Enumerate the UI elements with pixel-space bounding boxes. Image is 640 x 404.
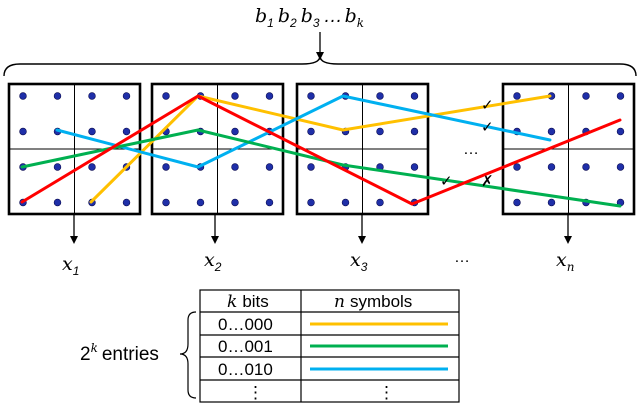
constellation-point [162, 92, 170, 100]
constellation-point [162, 198, 170, 207]
constellation-box [150, 82, 285, 216]
codebook-table: k bits n symbols 0…000 0…001 0…010 ⋮ ⋮ [199, 289, 460, 403]
constellation-point [196, 198, 205, 207]
check-icon: ✓ [440, 172, 453, 190]
constellation-point [19, 127, 27, 136]
output-labels: x1 x2 x3 … xn [62, 249, 574, 278]
constellation-point [265, 92, 274, 100]
constellation-point [376, 92, 384, 100]
constellation-point [307, 198, 315, 207]
constellation-box [501, 82, 636, 216]
constellation-point [53, 198, 62, 207]
constellation-point [231, 92, 239, 100]
constellation-point [88, 127, 96, 136]
codeword-paths [20, 94, 622, 208]
bits-label: b1 b2 b3… bk [255, 5, 364, 30]
table-row-label: 0…000 [218, 315, 273, 334]
table-row-label: 0…001 [218, 337, 273, 356]
codeword-path [89, 94, 552, 204]
constellation-point [376, 127, 384, 136]
grid-ellipsis: … [463, 141, 479, 158]
output-x3: x3 [350, 249, 368, 274]
constellation-point [122, 92, 131, 100]
codeword-path [20, 94, 622, 206]
constellation-point [616, 163, 625, 171]
table-row-label: ⋮ [247, 383, 264, 402]
constellation-point [547, 163, 556, 171]
constellation-point [547, 127, 556, 136]
constellation-point [410, 163, 419, 171]
constellation-point [265, 198, 274, 207]
check-icon: ✓ [481, 96, 494, 114]
constellation-point [582, 163, 590, 171]
constellation-point [307, 163, 315, 171]
check-icon: ✓ [481, 118, 494, 136]
constellation-point [547, 198, 556, 207]
constellation-point [616, 92, 625, 100]
constellation-point [307, 127, 315, 136]
table-header-bits: k bits [227, 292, 269, 312]
table-row-label: 0…010 [218, 360, 273, 379]
entries-label: 2k entries [80, 341, 159, 365]
constellation-point [513, 163, 521, 171]
constellation-point [19, 92, 27, 100]
constellation-point [265, 163, 274, 171]
output-ellipsis: … [454, 249, 470, 266]
constellation-point [410, 92, 419, 100]
cross-icon: ✗ [481, 172, 494, 190]
constellation-point [513, 92, 521, 100]
constellation-point [231, 163, 239, 171]
constellation-point [513, 198, 521, 207]
constellation-point [307, 92, 315, 100]
curly-brace [3, 55, 637, 77]
bit-b2: b [278, 5, 290, 27]
constellation-box [7, 82, 142, 216]
constellation-point [122, 198, 131, 207]
constellation-point [53, 92, 62, 100]
constellation-box [295, 82, 430, 216]
constellation-point [122, 127, 131, 136]
table-row-symbols: ⋮ [378, 383, 395, 402]
table-border [199, 289, 460, 403]
output-x2: x2 [204, 249, 222, 274]
constellation-point [231, 127, 239, 136]
constellation-point [582, 92, 590, 100]
entries-brace [179, 311, 197, 399]
output-arrows [70, 214, 572, 244]
constellation-point [231, 198, 239, 207]
constellation-point [341, 198, 350, 207]
constellation-point [376, 198, 384, 207]
constellation-point [410, 127, 419, 136]
constellation-point [616, 127, 625, 136]
table-header-symbols: n symbols [334, 292, 412, 312]
bit-dots: … [324, 6, 343, 27]
output-x1: x1 [62, 253, 79, 278]
output-xn: xn [556, 249, 574, 274]
constellation-point [88, 92, 96, 100]
constellation-point [88, 163, 96, 171]
constellation-point [162, 163, 170, 171]
bit-bk: b [345, 5, 357, 27]
bit-b3: b [301, 5, 313, 27]
constellation-point [53, 163, 62, 171]
check-marks: ✓ ✓ ✓ ✗ [440, 96, 494, 190]
constellation-grids [7, 82, 636, 216]
bit-b1: b [255, 5, 267, 27]
